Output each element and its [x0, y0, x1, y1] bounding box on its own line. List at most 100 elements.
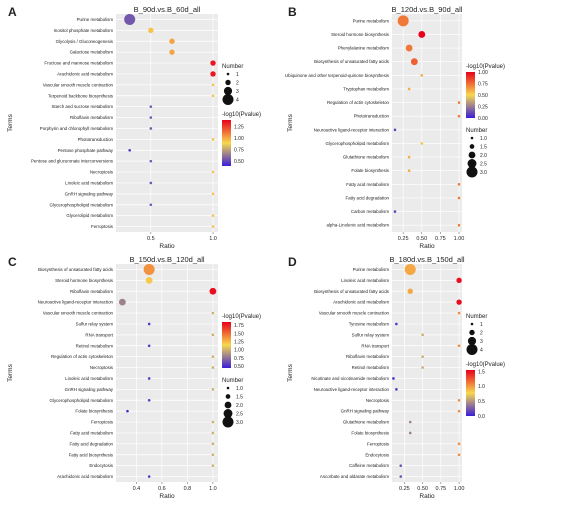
size-legend-swatch: [468, 151, 476, 159]
y-tick-label: Inositol phosphate metabolism: [54, 28, 114, 33]
x-tick-label: 0.75: [435, 486, 446, 492]
data-point: [395, 388, 398, 391]
color-legend-bar: [466, 72, 475, 118]
legend: -log10(Pvalue) 1.75 1.50 1.25 1.00 0.75 0.50 Nu…: [222, 314, 261, 428]
data-point: [457, 196, 461, 200]
y-tick-label: Phenylalanine metabolism: [338, 46, 390, 51]
y-tick-label: GnRH signaling pathway: [341, 409, 390, 414]
legend: Number 1 2 3 4 -log10(Pvalue) 1.25 1.00 0.75 0.50: [222, 64, 261, 166]
x-tick-label: 0.50: [416, 236, 427, 242]
size-legend-label: 2.0: [236, 403, 243, 409]
size-legend-swatch: [470, 136, 474, 140]
y-tick-label: Linoleic acid metabolism: [341, 278, 389, 283]
data-point: [149, 116, 153, 119]
x-tick-label: 0.5: [147, 236, 155, 242]
x-axis-label: Ratio: [159, 493, 175, 500]
size-legend-label: 3: [236, 89, 239, 95]
color-legend-bar: [222, 120, 231, 166]
y-tick-label: Biosynthesis of unsaturated fatty acids: [314, 289, 390, 294]
y-tick-label: Riboflavin metabolism: [70, 289, 113, 294]
legend: -log10(Pvalue)1.00 0.75 0.50 0.25 0.00 Number…: [466, 64, 505, 178]
y-tick-label: Ascorbate and aldarate metabolism: [320, 474, 389, 479]
color-legend-label: 0.25: [478, 104, 488, 110]
y-tick-label: Regulation of actin cytoskeleton: [327, 100, 390, 105]
size-legend-label: 1: [236, 72, 239, 78]
color-legend-title: -log10(Pvalue): [466, 362, 505, 368]
color-legend-bar: [466, 370, 475, 416]
size-legend-label: 3.0: [236, 420, 243, 426]
size-legend-swatch: [223, 409, 233, 418]
data-point: [408, 431, 412, 435]
data-point: [211, 311, 215, 315]
data-point: [457, 311, 461, 315]
data-point: [149, 127, 153, 130]
y-tick-label: Neuroactive ligand-receptor interaction: [314, 387, 390, 392]
x-tick-label: 0.50: [417, 486, 428, 492]
y-tick-label: Regulation of actin cytoskeleton: [51, 354, 114, 359]
data-point: [210, 71, 216, 77]
y-tick-label: Fructose and mannose metabolism: [44, 61, 113, 66]
y-tick-label: Carbon metabolism: [351, 209, 389, 214]
size-legend-swatch: [469, 329, 475, 336]
y-tick-label: Fatty acid metabolism: [346, 182, 389, 187]
data-point: [211, 214, 215, 217]
size-legend-title: Number: [466, 314, 487, 320]
size-legend-label: 1.0: [480, 136, 487, 142]
data-point: [399, 464, 403, 467]
chart-title: B_90d.vs.B_60d_all: [134, 5, 201, 14]
y-tick-label: Vascular smooth muscle contraction: [319, 311, 390, 316]
data-point: [211, 355, 215, 358]
panel-label: A: [8, 5, 17, 19]
y-tick-label: Arachidonic acid metabolism: [57, 474, 113, 479]
y-tick-label: Glycerophospholipid metabolism: [326, 141, 390, 146]
color-legend-label: 0.50: [478, 93, 488, 99]
data-point: [149, 159, 153, 163]
data-point: [421, 355, 424, 358]
color-legend-label: 0.0: [478, 414, 485, 420]
size-legend-swatch: [225, 394, 231, 399]
y-tick-label: Necroptosis: [90, 170, 114, 175]
y-tick-label: Ferroptosis: [367, 441, 390, 446]
y-tick-label: Pentose phosphate pathway: [58, 148, 114, 153]
data-point: [408, 420, 412, 424]
size-legend-swatch: [226, 386, 230, 390]
x-axis-label: Ratio: [419, 493, 435, 500]
size-legend-label: 4: [236, 98, 239, 104]
x-tick-label: 0.25: [398, 236, 409, 242]
color-legend-title: -log10(Pvalue): [466, 64, 505, 70]
size-legend-title: Number: [222, 378, 243, 384]
size-legend-label: 2.5: [236, 412, 243, 418]
data-point: [147, 344, 151, 348]
y-tick-label: Ferroptosis: [91, 420, 114, 425]
size-legend-label: 1.0: [236, 386, 243, 392]
plot-background: [116, 264, 218, 482]
data-point: [407, 169, 411, 172]
data-point: [169, 49, 175, 55]
data-point: [418, 31, 426, 38]
data-point: [143, 263, 155, 275]
x-tick-label: 0.8: [184, 486, 192, 492]
x-tick-label: 1.0: [209, 236, 217, 242]
data-point: [420, 142, 424, 145]
data-point: [211, 83, 215, 87]
y-tick-label: RNA transport: [361, 343, 389, 348]
color-legend-title: -log10(Pvalue): [222, 314, 261, 320]
data-point: [457, 409, 461, 413]
plot-background: [116, 14, 218, 232]
y-tick-label: GnRH signaling pathway: [65, 387, 114, 392]
y-tick-label: Phototransduction: [78, 137, 114, 142]
panel-d: D B_180d.vs.B_150d_all Purine metabolism Li…: [287, 255, 505, 500]
size-legend-swatch: [222, 94, 234, 105]
y-tick-label: Ferroptosis: [91, 224, 114, 229]
y-tick-label: Fatty acid metabolism: [70, 430, 113, 435]
color-legend-label: 0.75: [478, 81, 488, 87]
data-point: [407, 87, 411, 91]
data-point: [457, 398, 461, 402]
color-legend-bar: [222, 322, 231, 368]
y-tick-label: Terpenoid backbone biosynthesis: [48, 93, 114, 98]
y-tick-label: Retinol metabolism: [352, 365, 390, 370]
y-tick-label: Necroptosis: [366, 398, 390, 403]
y-tick-label: Neuroactive ligand-receptor interaction: [38, 300, 114, 305]
data-point: [407, 155, 411, 159]
x-tick-label: 0.25: [399, 486, 410, 492]
